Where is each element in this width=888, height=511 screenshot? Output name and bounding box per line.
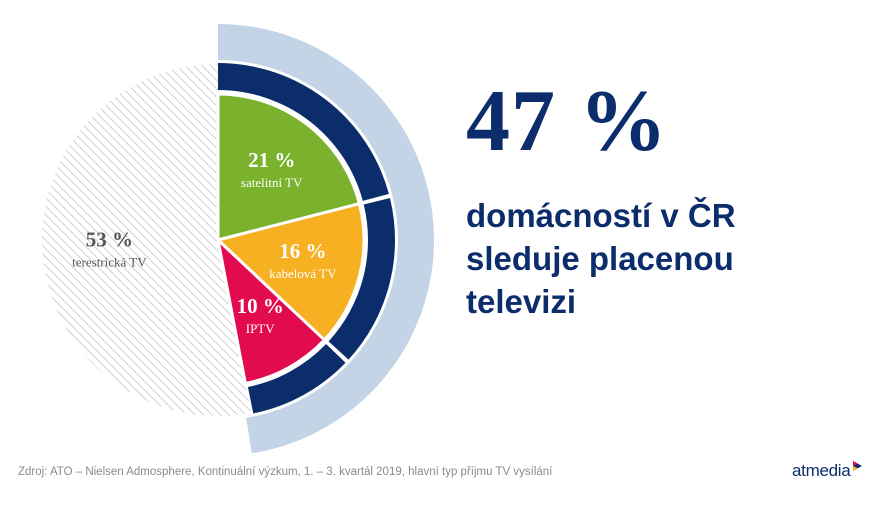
slice-category-label: terestrická TV: [72, 254, 147, 269]
slice-ring-segment: [218, 63, 389, 201]
slice-value-label: 21 %: [248, 148, 295, 172]
headline-line: televizi: [466, 283, 577, 320]
logo-mark-icon: [853, 461, 863, 471]
source-note: Zdroj: ATO – Nielsen Admosphere, Kontinu…: [18, 466, 553, 478]
slice-category-label: satelitní TV: [241, 175, 303, 190]
pie-slice: [216, 238, 326, 385]
slice-value-label: 53 %: [86, 227, 133, 251]
headline-line: sleduje placenou: [466, 240, 734, 277]
pie-slice: [216, 202, 366, 342]
slice-value-label: 10 %: [237, 294, 284, 318]
headline-line: domácností v ČR: [466, 197, 736, 234]
headline-value: 47 %: [466, 73, 668, 170]
slice-category-label: kabelová TV: [269, 266, 337, 281]
outer-ring: [218, 24, 434, 454]
slice-ring-segment: [328, 198, 395, 360]
slice-ring-segment: [247, 344, 346, 414]
logo-text: atmedia: [792, 461, 851, 480]
pie-slice: [216, 92, 361, 242]
atmedia-logo: atmedia: [792, 460, 863, 482]
headline-text: domácností v ČR sleduje placenou televiz…: [466, 194, 846, 323]
slice-value-label: 16 %: [279, 239, 326, 263]
slice-category-label: IPTV: [246, 321, 276, 336]
terrestrial-slice: [42, 64, 251, 416]
